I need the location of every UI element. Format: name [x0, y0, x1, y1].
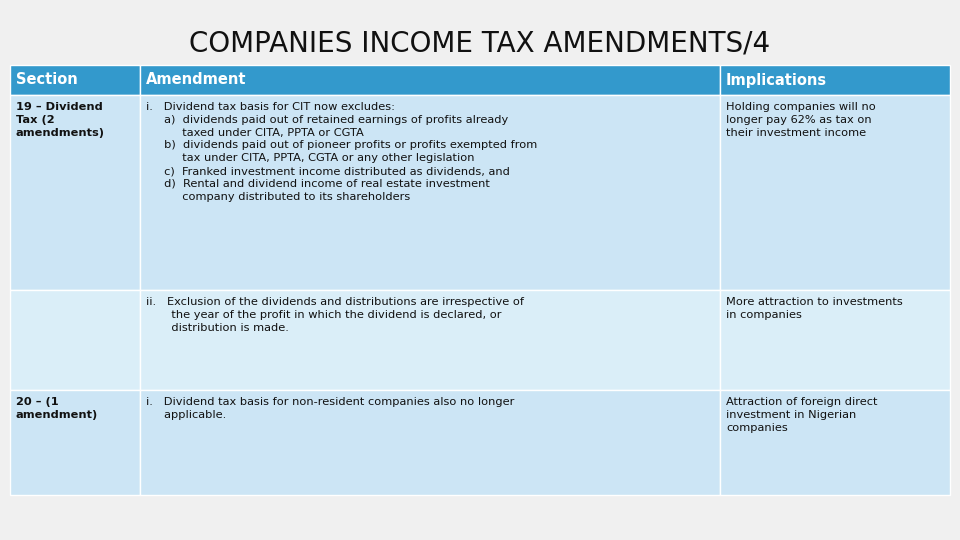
- Bar: [10, 95, 140, 290]
- Text: COMPANIES INCOME TAX AMENDMENTS/4: COMPANIES INCOME TAX AMENDMENTS/4: [189, 30, 771, 58]
- Text: 19 – Dividend
Tax (2
amendments): 19 – Dividend Tax (2 amendments): [16, 102, 105, 138]
- Bar: [720, 65, 950, 95]
- Bar: [140, 95, 720, 290]
- Text: ii.   Exclusion of the dividends and distributions are irrespective of
       th: ii. Exclusion of the dividends and distr…: [146, 297, 524, 333]
- Bar: [10, 290, 140, 390]
- Bar: [720, 95, 950, 290]
- Text: More attraction to investments
in companies: More attraction to investments in compan…: [726, 297, 902, 320]
- Text: 20 – (1
amendment): 20 – (1 amendment): [16, 397, 98, 420]
- Text: i.   Dividend tax basis for non-resident companies also no longer
     applicabl: i. Dividend tax basis for non-resident c…: [146, 397, 515, 420]
- Bar: [140, 290, 720, 390]
- Bar: [140, 65, 720, 95]
- Text: Section: Section: [16, 72, 78, 87]
- Text: Holding companies will no
longer pay 62% as tax on
their investment income: Holding companies will no longer pay 62%…: [726, 102, 876, 138]
- Bar: [720, 290, 950, 390]
- Bar: [140, 390, 720, 495]
- Text: Attraction of foreign direct
investment in Nigerian
companies: Attraction of foreign direct investment …: [726, 397, 877, 433]
- Text: Implications: Implications: [726, 72, 828, 87]
- Text: Amendment: Amendment: [146, 72, 247, 87]
- Bar: [10, 390, 140, 495]
- Bar: [10, 65, 140, 95]
- Bar: [720, 390, 950, 495]
- Text: i.   Dividend tax basis for CIT now excludes:
     a)  dividends paid out of ret: i. Dividend tax basis for CIT now exclud…: [146, 102, 538, 201]
